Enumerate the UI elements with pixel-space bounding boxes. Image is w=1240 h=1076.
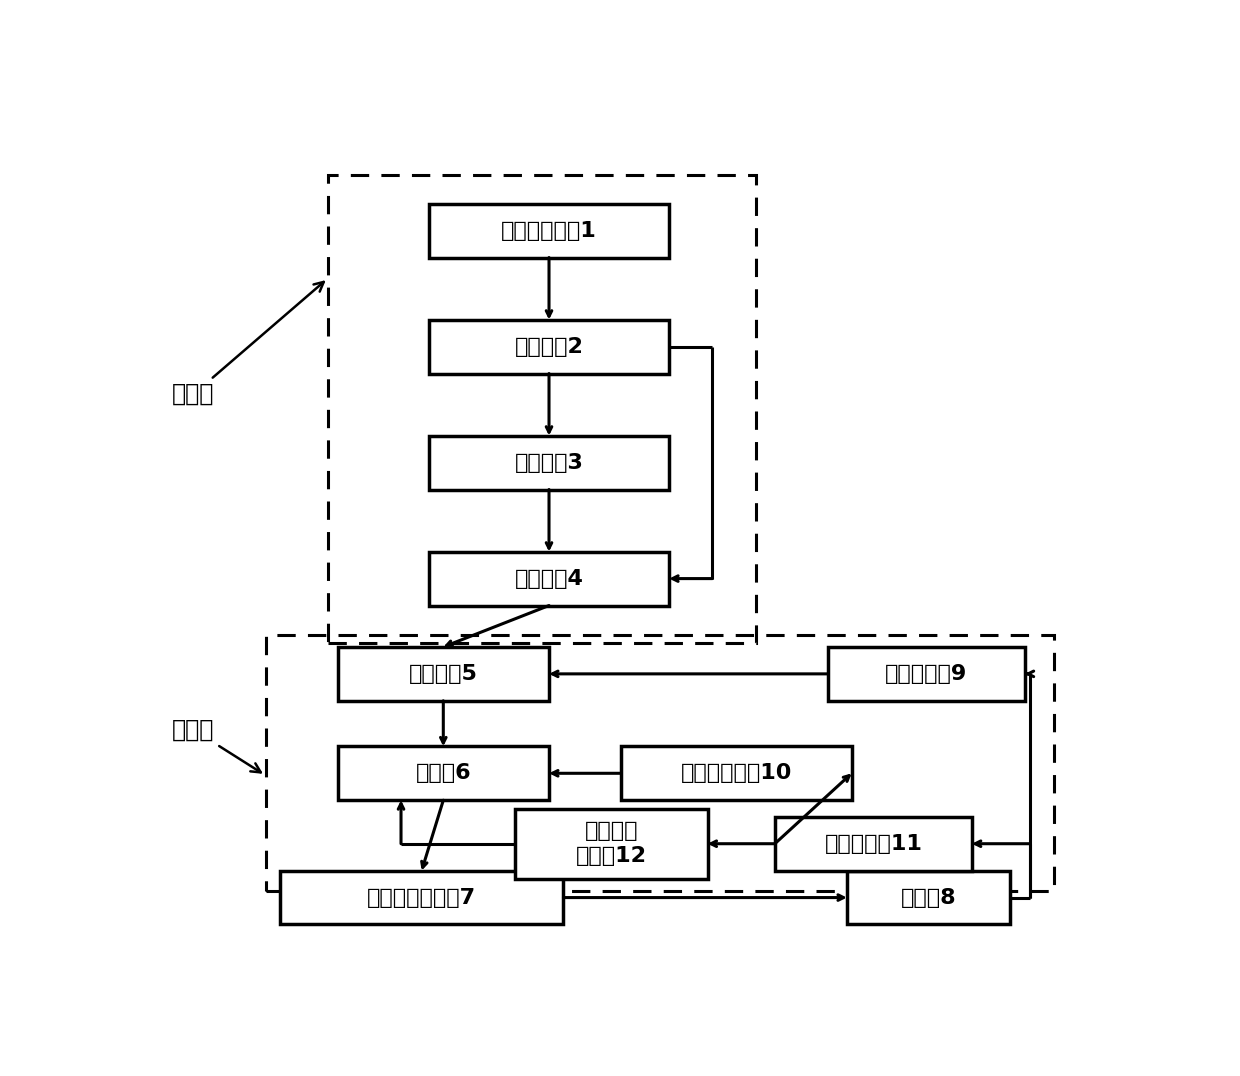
- Bar: [429, 203, 670, 257]
- Bar: [847, 870, 1011, 924]
- Text: 优化模块4: 优化模块4: [515, 568, 584, 589]
- Bar: [265, 635, 1054, 891]
- Bar: [775, 817, 972, 870]
- Text: 选择模块5: 选择模块5: [409, 664, 477, 684]
- Bar: [516, 808, 708, 879]
- Text: 起重机的主电机7: 起重机的主电机7: [367, 888, 476, 907]
- Text: 任务接收模块1: 任务接收模块1: [501, 221, 596, 241]
- Bar: [621, 747, 852, 801]
- Text: 故障容错
控制器12: 故障容错 控制器12: [575, 821, 647, 866]
- Text: 位置传感器9: 位置传感器9: [885, 664, 967, 684]
- Text: 故障检测器11: 故障检测器11: [825, 834, 923, 853]
- Text: 控制器6: 控制器6: [415, 763, 471, 783]
- Text: 重组模块3: 重组模块3: [515, 453, 584, 472]
- Bar: [337, 647, 549, 700]
- Bar: [280, 870, 563, 924]
- Text: 控制层: 控制层: [172, 718, 260, 773]
- Bar: [429, 320, 670, 373]
- Bar: [337, 747, 549, 801]
- Text: 检测模块2: 检测模块2: [515, 337, 584, 356]
- Bar: [429, 552, 670, 606]
- Text: 调度层: 调度层: [172, 282, 324, 407]
- Bar: [429, 436, 670, 490]
- Bar: [327, 174, 755, 642]
- Text: 起重机8: 起重机8: [900, 888, 956, 907]
- Bar: [828, 647, 1024, 700]
- Text: 自适应控制器10: 自适应控制器10: [681, 763, 792, 783]
